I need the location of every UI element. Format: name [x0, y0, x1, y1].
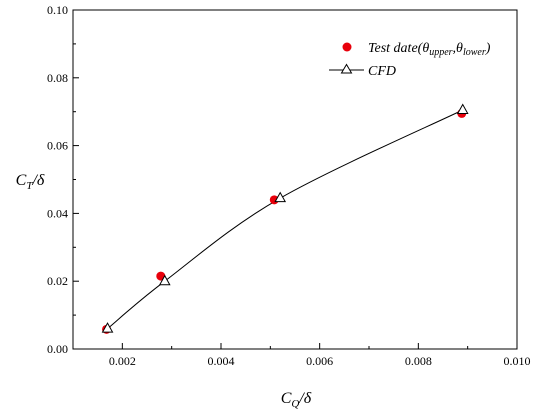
y-tick-label: 0.02 — [47, 274, 68, 288]
y-axis-ticks: 0.00 0.02 0.04 0.06 0.08 0.10 — [47, 3, 79, 356]
y-tick-label: 0.08 — [47, 71, 68, 85]
y-axis-label: CT/δ — [16, 172, 45, 192]
y-tick-label: 0.04 — [47, 206, 68, 220]
legend-label-test: Test date(θupper,θlower) — [368, 41, 491, 58]
x-tick-label: 0.002 — [109, 354, 136, 368]
x-tick-label: 0.004 — [208, 354, 235, 368]
series-line-cfd — [107, 109, 463, 330]
x-tick-label: 0.008 — [405, 354, 432, 368]
legend-label-cfd: CFD — [368, 64, 396, 79]
data-point-cfd — [456, 103, 469, 115]
plot-frame — [72, 9, 518, 350]
y-tick-label: 0.06 — [47, 139, 68, 153]
data-point-cfd — [274, 191, 287, 203]
y-tick-label: 0.00 — [47, 342, 68, 356]
data-point-cfd — [101, 322, 114, 333]
legend: Test date(θupper,θlower) CFD — [329, 41, 491, 79]
y-tick-label: 0.10 — [47, 3, 68, 17]
x-axis-label: CQ/δ — [281, 390, 312, 410]
x-tick-label: 0.006 — [306, 354, 333, 368]
x-axis-ticks: 0.002 0.004 0.006 0.008 0.010 — [72, 343, 531, 368]
legend-marker-test — [342, 42, 352, 52]
data-point-cfd — [158, 274, 171, 286]
series-layer — [101, 103, 469, 334]
x-tick-label: 0.010 — [504, 354, 531, 368]
legend-marker-cfd — [340, 63, 353, 74]
